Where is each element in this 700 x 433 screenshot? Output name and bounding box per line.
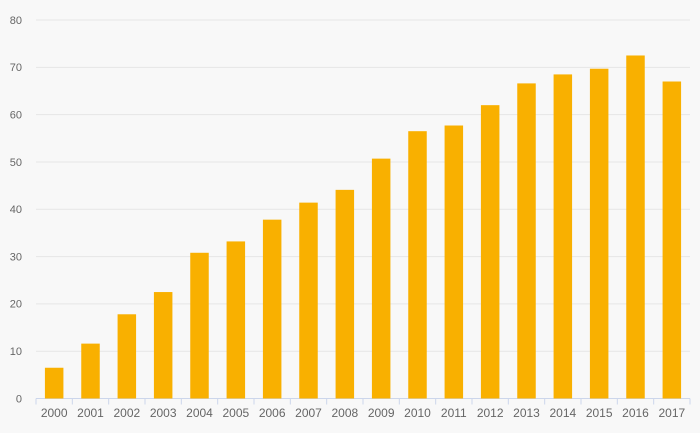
x-axis-label: 2011 <box>441 406 467 420</box>
x-axis-label: 2016 <box>622 406 649 420</box>
bar-2012[interactable] <box>480 105 500 399</box>
x-axis-label: 2002 <box>113 406 140 420</box>
x-axis-label: 2010 <box>404 406 431 420</box>
x-axis-label: 2000 <box>41 406 68 420</box>
bar-2017[interactable] <box>662 81 682 399</box>
bar-2007[interactable] <box>299 202 318 399</box>
bar-2004[interactable] <box>190 252 209 399</box>
y-axis-label: 0 <box>16 393 22 405</box>
bar-2001[interactable] <box>81 343 100 399</box>
x-axis-label: 2004 <box>186 406 213 420</box>
y-axis-label: 50 <box>10 157 22 169</box>
bar-2005[interactable] <box>226 241 246 399</box>
x-axis-label: 2006 <box>259 406 286 420</box>
y-axis-label: 20 <box>10 299 22 311</box>
bar-2014[interactable] <box>553 74 573 399</box>
x-axis-label: 2017 <box>658 406 685 420</box>
x-axis-label: 2009 <box>368 406 395 420</box>
bar-2008[interactable] <box>335 189 355 399</box>
bar-2006[interactable] <box>262 219 282 399</box>
x-axis-label: 2008 <box>331 406 358 420</box>
x-axis-label: 2015 <box>586 406 613 420</box>
y-axis-label: 30 <box>10 251 22 263</box>
y-axis-label: 40 <box>10 204 22 216</box>
x-axis-label: 2001 <box>77 406 104 420</box>
x-axis-label: 2005 <box>222 406 249 420</box>
x-axis-label: 2003 <box>150 406 177 420</box>
y-axis-label: 60 <box>10 109 22 121</box>
bar-2010[interactable] <box>408 131 427 399</box>
x-axis-label: 2012 <box>477 406 504 420</box>
y-axis-label: 70 <box>10 62 22 74</box>
x-axis-label: 2007 <box>295 406 322 420</box>
y-axis-label: 10 <box>10 346 22 358</box>
y-axis-label: 80 <box>10 15 22 27</box>
bar-2000[interactable] <box>44 367 64 399</box>
bar-2002[interactable] <box>117 314 137 399</box>
bar-2011[interactable] <box>444 125 464 399</box>
bar-2016[interactable] <box>626 55 645 399</box>
bar-2009[interactable] <box>371 158 391 399</box>
bar-2015[interactable] <box>589 68 609 399</box>
bar-2003[interactable] <box>153 292 173 399</box>
bar-2013[interactable] <box>517 83 536 399</box>
x-axis-label: 2013 <box>513 406 540 420</box>
x-axis-label: 2014 <box>549 406 576 420</box>
